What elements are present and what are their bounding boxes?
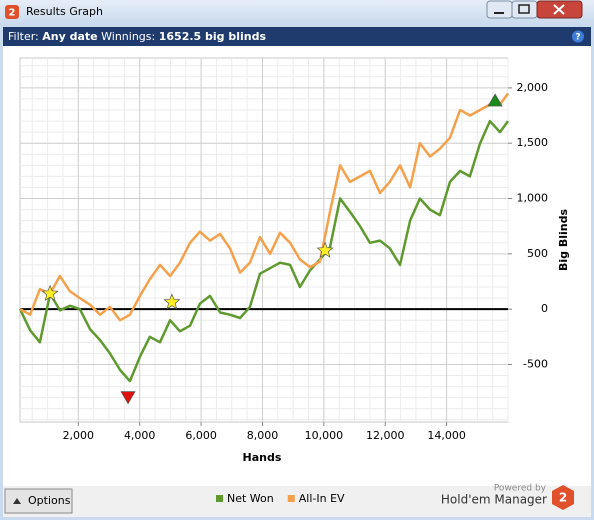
marker-star <box>316 241 334 258</box>
app-icon <box>5 5 19 19</box>
options-label: Options <box>28 494 71 507</box>
powered-by: Powered by <box>494 484 547 494</box>
series-line <box>19 92 510 322</box>
y-tick-label: 500 <box>527 247 548 260</box>
brand-logo-text: 2 <box>559 491 567 505</box>
marker-down-triangle <box>120 391 136 405</box>
y-tick-label: 2,000 <box>517 81 549 94</box>
plot-area <box>19 57 509 423</box>
filter-bar-text: Filter: Any date Winnings: 1652.5 big bl… <box>8 30 266 43</box>
y-tick-label: 1,000 <box>517 192 549 205</box>
brand: Hold'em Manager <box>441 493 547 507</box>
brand-logo <box>552 485 574 510</box>
plot: 2,000 4,000 6,000 8,000 10,000 12,000 14,000 -5… <box>18 57 549 442</box>
y-axis-label: Big Blinds <box>557 209 570 271</box>
x-tick-label: 4,000 <box>124 429 156 442</box>
app-icon-text: 2 <box>9 8 16 19</box>
legend: Net Won All-In EV <box>216 492 345 505</box>
legend-swatch <box>216 495 223 502</box>
filter-label: Filter: <box>8 30 39 43</box>
help-icon: ? <box>575 33 580 43</box>
series-line <box>18 119 510 383</box>
x-tick-label: 6,000 <box>185 429 217 442</box>
marker-up-triangle <box>487 93 503 107</box>
winnings-value: 1652.5 big blinds <box>159 30 267 43</box>
legend-label: All-In EV <box>299 492 345 505</box>
close-icon <box>553 4 565 15</box>
maximize-button[interactable] <box>511 0 538 19</box>
y-tick-label: 0 <box>541 302 548 315</box>
y-tick-label: 1,500 <box>517 136 549 149</box>
winnings-label: Winnings: <box>101 30 155 43</box>
x-tick-label: 10,000 <box>305 429 344 442</box>
x-tick-label: 14,000 <box>427 429 466 442</box>
maximize-icon <box>518 4 530 14</box>
help-button[interactable] <box>572 30 584 43</box>
marker-star <box>41 284 59 301</box>
x-axis-label: Hands <box>243 451 282 464</box>
filter-bar <box>3 27 591 46</box>
bottom-bar <box>3 486 591 517</box>
y-tick-label: -500 <box>523 357 548 370</box>
marker-star <box>163 293 181 310</box>
window-title: Results Graph <box>26 5 103 18</box>
options-arrow <box>13 498 21 504</box>
filter-date[interactable]: Any date <box>42 30 97 43</box>
legend-label: Net Won <box>227 492 274 505</box>
x-tick-label: 8,000 <box>247 429 279 442</box>
x-tick-label: 2,000 <box>63 429 95 442</box>
legend-swatch <box>287 495 295 502</box>
minimize-button[interactable] <box>486 0 513 19</box>
x-tick-label: 12,000 <box>366 429 405 442</box>
